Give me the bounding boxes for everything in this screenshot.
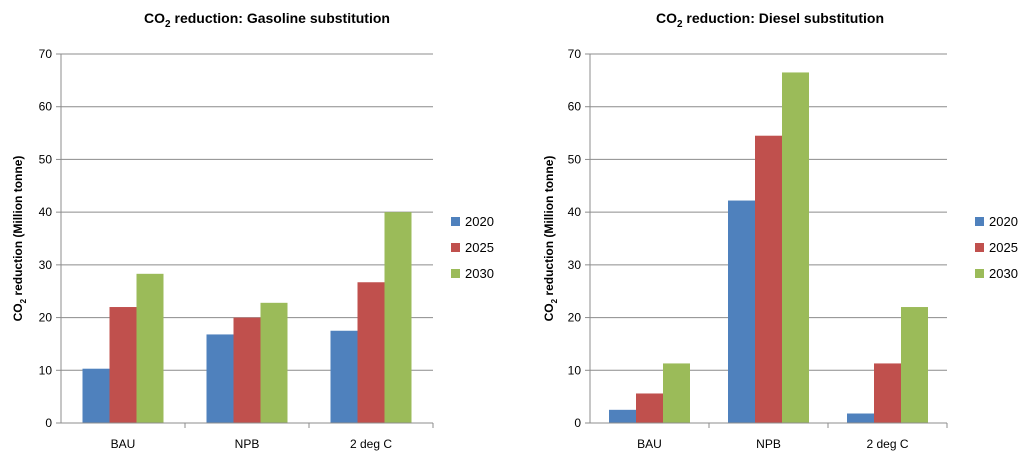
gasoline-ytick-label: 50 [39,152,53,166]
gasoline-ylabel: CO2 reduction (Million tonne) [11,156,28,322]
diesel-legend-label-2020: 2020 [989,214,1018,229]
diesel-bar-2020-bau [609,409,636,423]
gasoline-category-label: 2 deg C [350,437,392,451]
diesel-legend-swatch-2025 [975,243,984,252]
chart-gasoline-svg: CO2 reduction: Gasoline substitution 0 10 2… [11,10,494,451]
gasoline-legend-label-2020: 2020 [465,214,494,229]
diesel-ytick-label: 50 [568,152,582,166]
diesel-legend-label-2025: 2025 [989,240,1018,255]
gasoline-legend-swatch-2020 [451,217,460,226]
gasoline-legend-label-2025: 2025 [465,240,494,255]
gasoline-ytick-label: 30 [39,258,53,272]
gasoline-bar-2030-npb [260,302,288,423]
diesel-category-label: 2 deg C [866,437,908,451]
diesel-ytick-label: 70 [568,47,582,61]
gasoline-bar-2020-bau [82,368,110,423]
diesel-ytick-label: 0 [574,416,581,430]
diesel-ytick-label: 40 [568,205,582,219]
diesel-ytick-label: 20 [568,311,582,325]
diesel-legend-swatch-2020 [975,217,984,226]
diesel-legend-label-2030: 2030 [989,266,1018,281]
diesel-ytick-label: 10 [568,363,582,377]
gasoline-bar-2030-bau [136,273,164,423]
gasoline-bar-2020-npb [206,334,234,423]
diesel-ytick-label: 60 [568,100,582,114]
diesel-category-label: BAU [637,437,662,451]
gasoline-title: CO2 reduction: Gasoline substitution [144,10,390,30]
diesel-bar-2030-npb [782,72,809,423]
gasoline-category-label: BAU [111,437,136,451]
gasoline-bar-2025-npb [233,317,261,423]
diesel-bar-2020-npb [728,200,755,423]
gasoline-bar-2020-2-deg-c [330,330,358,423]
diesel-ytick-label: 30 [568,258,582,272]
chart-diesel: CO2 reduction: Diesel substitution 0 10 20 3… [512,0,1021,454]
diesel-bar-2025-2-deg-c [874,363,901,423]
diesel-ylabel: CO2 reduction (Million tonne) [542,156,559,322]
gasoline-ytick-label: 60 [39,100,53,114]
diesel-bar-2030-2-deg-c [901,307,928,423]
gasoline-bar-2030-2-deg-c [384,212,412,423]
diesel-title: CO2 reduction: Diesel substitution [656,10,884,30]
diesel-bar-2020-2-deg-c [847,413,874,423]
gasoline-ytick-label: 40 [39,205,53,219]
chart-diesel-svg: CO2 reduction: Diesel substitution010203… [542,10,1018,451]
gasoline-category-label: NPB [235,437,260,451]
diesel-bar-2030-bau [663,363,690,423]
gasoline-legend-label-2030: 2030 [465,266,494,281]
gasoline-ytick-label: 70 [39,47,53,61]
diesel-bar-2025-npb [755,135,782,423]
gasoline-ytick-label: 0 [45,416,52,430]
gasoline-ytick-label: 20 [39,311,53,325]
diesel-bar-2025-bau [636,393,663,423]
gasoline-ytick-label: 10 [39,363,53,377]
chart-gasoline: CO2 reduction: Gasoline substitution 0 10 2… [11,10,494,451]
gasoline-legend-swatch-2025 [451,243,460,252]
diesel-category-label: NPB [756,437,781,451]
gasoline-bar-2025-2-deg-c [357,282,385,423]
gasoline-legend-swatch-2030 [451,269,460,278]
diesel-legend-swatch-2030 [975,269,984,278]
gasoline-bar-2025-bau [109,307,137,423]
